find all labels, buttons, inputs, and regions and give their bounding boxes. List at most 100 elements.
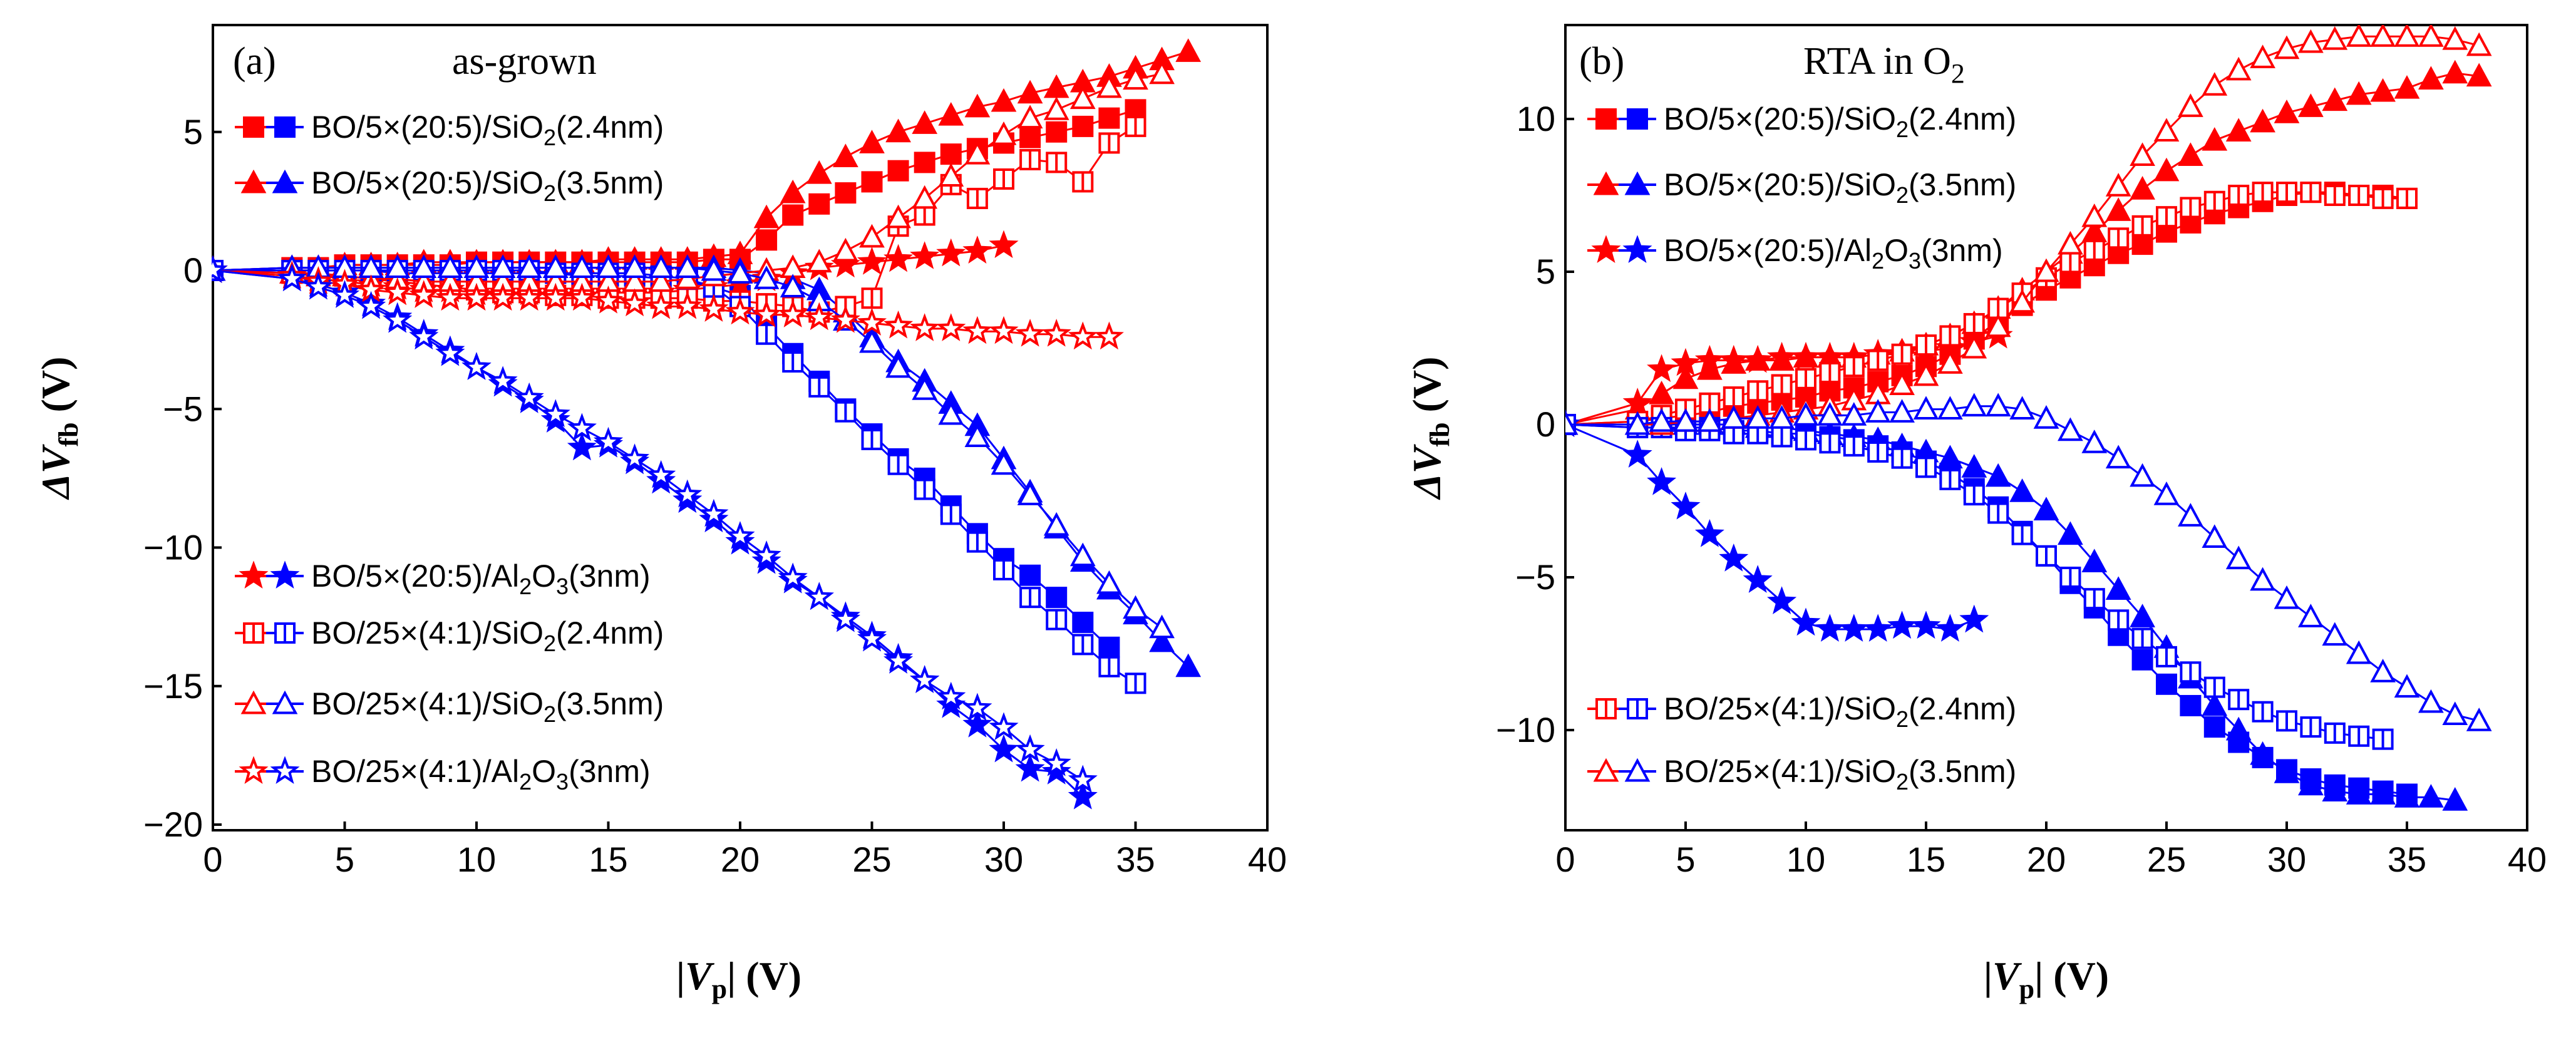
y-tick-label: −5	[1515, 557, 1555, 597]
data-point	[540, 282, 570, 311]
data-point	[804, 582, 834, 610]
legend-label-text: BO/25×(4:1)/SiO	[311, 615, 544, 651]
data-point	[2418, 784, 2444, 808]
data-point	[1041, 319, 1071, 347]
data-point	[620, 443, 650, 471]
data-point	[2153, 481, 2180, 505]
x-tick-label: 0	[203, 840, 222, 879]
legend-label-text: BO/25×(4:1)/Al	[311, 754, 519, 789]
data-point	[833, 237, 858, 262]
y-axis-title-main: V	[33, 443, 78, 473]
legend-label-text: BO/5×(20:5)/Al	[1664, 233, 1872, 268]
data-point	[2225, 716, 2252, 741]
data-point	[857, 307, 887, 336]
data-point	[2466, 32, 2492, 56]
legend-marker-blue	[274, 116, 296, 138]
data-point	[2346, 25, 2372, 47]
legend-label: BO/25×(4:1)/Al2O3(3nm)	[311, 754, 651, 795]
y-axis-title: ΔVfb (V)	[1404, 357, 1455, 501]
data-point	[1046, 587, 1068, 609]
legend-label-text: BO/5×(20:5)/Al	[311, 559, 519, 594]
data-point	[648, 268, 674, 292]
panel-title: as-grown	[452, 40, 597, 83]
legend-entry: BO/5×(20:5)/SiO2(2.4nm)	[1587, 101, 2016, 142]
data-point	[277, 263, 307, 292]
data-point	[1068, 765, 1098, 793]
data-point	[1767, 341, 1797, 370]
y-axis-title-sub: fb	[53, 422, 84, 446]
data-point	[1719, 344, 1749, 373]
data-point	[884, 646, 914, 674]
legend-marker-blue	[1624, 171, 1651, 195]
data-point	[1791, 607, 1821, 636]
legend-label-tail: (3.5nm)	[556, 686, 664, 721]
series-group	[212, 38, 1202, 810]
data-point	[672, 479, 703, 508]
data-point	[1123, 66, 1148, 90]
data-point	[2153, 157, 2180, 182]
series-group	[1565, 25, 2492, 811]
data-point	[540, 399, 570, 428]
legend-marker-red	[1591, 235, 1621, 264]
data-point	[1937, 396, 1963, 420]
legend-label-sub: 2	[544, 125, 556, 150]
data-point	[1017, 105, 1043, 129]
data-point	[569, 254, 595, 279]
data-point	[1694, 344, 1724, 373]
data-point	[2322, 26, 2348, 50]
data-point	[593, 286, 624, 314]
data-point	[648, 254, 674, 279]
legend-label-text: BO/5×(20:5)/SiO	[1664, 167, 1896, 202]
data-point	[384, 254, 411, 279]
y-tick-label: 5	[183, 112, 203, 152]
legend-label-tail: (2.4nm)	[1909, 101, 2016, 136]
x-tick-label: 0	[1555, 840, 1575, 879]
data-point	[938, 163, 964, 187]
data-point	[2418, 25, 2444, 47]
data-point	[989, 734, 1019, 763]
data-point	[2081, 548, 2108, 573]
data-point	[2033, 258, 2059, 282]
y-axis-title-post: (V)	[33, 357, 78, 423]
data-point	[329, 280, 360, 308]
data-point	[461, 352, 492, 380]
series-line	[213, 269, 1136, 684]
data-point	[1043, 512, 1069, 536]
data-point	[753, 265, 780, 289]
data-point	[2105, 445, 2131, 469]
data-point	[1913, 396, 1939, 420]
data-point	[567, 282, 597, 311]
data-point	[2058, 230, 2083, 255]
data-point	[964, 93, 991, 118]
data-point	[411, 254, 437, 279]
legend-label-text: BO/5×(20:5)/SiO	[311, 165, 544, 200]
legend-label-text: BO/5×(20:5)/SiO	[311, 110, 544, 145]
legend-label-sub: 2	[1896, 116, 1909, 142]
data-point	[488, 366, 518, 394]
panel-title-text: RTA in O	[1803, 40, 1951, 83]
legend-entry: BO/5×(20:5)/Al2O3(3nm)	[1587, 233, 2003, 274]
data-point	[2202, 692, 2228, 716]
data-point	[2394, 784, 2420, 808]
x-tick-label: 10	[1786, 840, 1825, 879]
x-tick-label: 5	[335, 840, 354, 879]
data-point	[1913, 362, 1939, 386]
data-point	[1649, 408, 1674, 432]
data-point	[1815, 614, 1845, 642]
legend-marker-red	[240, 690, 267, 714]
data-point	[383, 304, 413, 333]
x-axis-title-pre: |	[676, 954, 685, 998]
data-point	[938, 101, 964, 126]
panel-title: RTA in O2	[1803, 40, 1965, 89]
series-line	[1565, 191, 2407, 426]
legend-label-text: BO/25×(4:1)/SiO	[311, 686, 544, 721]
data-point	[2394, 25, 2420, 47]
data-point	[2153, 118, 2180, 142]
x-tick-label: 35	[1116, 840, 1155, 879]
data-point	[2346, 81, 2372, 105]
data-point	[2130, 604, 2155, 627]
y-tick-label: −5	[163, 389, 203, 428]
data-point	[857, 246, 887, 275]
data-point	[1769, 405, 1795, 429]
data-point	[435, 282, 465, 311]
